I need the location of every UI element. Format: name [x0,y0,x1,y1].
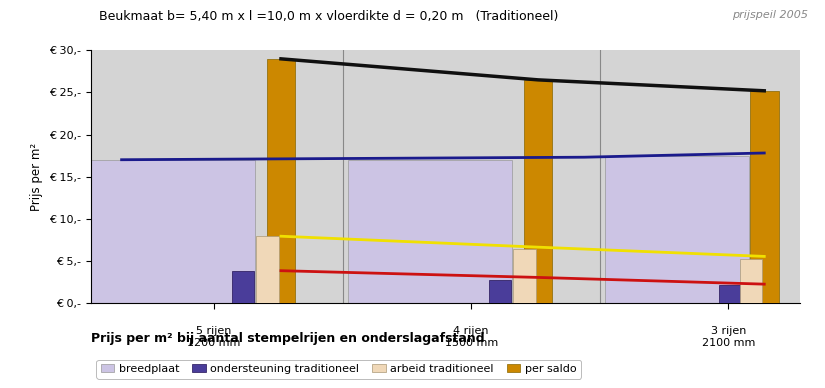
Text: prijspeil 2005: prijspeil 2005 [733,10,808,20]
Text: 3 rijen: 3 rijen [710,326,746,336]
Bar [739,259,762,303]
Text: 1500 mm: 1500 mm [445,338,497,348]
Text: 4 rijen: 4 rijen [454,326,489,336]
Bar [605,156,749,303]
Bar [524,80,553,303]
Bar [91,160,255,303]
Bar [232,271,254,303]
Bar [488,280,512,303]
Bar [513,249,536,303]
Text: 2100 mm: 2100 mm [701,338,755,348]
Bar [257,236,279,303]
Legend: breedplaat, ondersteuning traditioneel, arbeid traditioneel, per saldo: breedplaat, ondersteuning traditioneel, … [97,360,581,379]
Bar [348,160,512,303]
Bar [719,285,742,303]
Text: 1200 mm: 1200 mm [187,338,241,348]
Bar [266,59,295,303]
Text: Beukmaat b= 5,40 m x l =10,0 m x vloerdikte d = 0,20 m   (Traditioneel): Beukmaat b= 5,40 m x l =10,0 m x vloerdi… [99,10,559,23]
Text: 5 rijen: 5 rijen [196,326,232,336]
Text: Prijs per m² bij aantal stempelrijen en onderslagafstand: Prijs per m² bij aantal stempelrijen en … [91,332,484,345]
Bar [750,91,779,303]
Y-axis label: Prijs per m²: Prijs per m² [31,142,44,211]
